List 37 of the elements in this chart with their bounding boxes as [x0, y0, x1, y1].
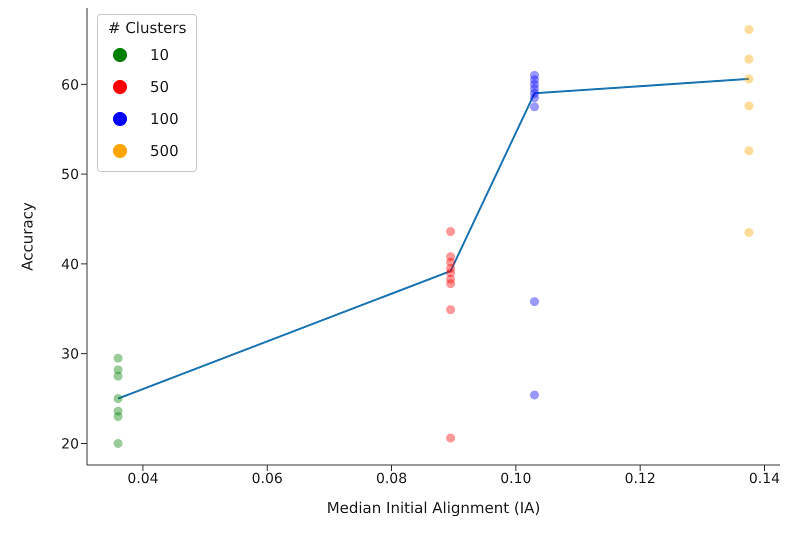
x-tick-label: 0.04: [127, 470, 159, 487]
y-axis-title: Accuracy: [18, 202, 36, 271]
point: [446, 305, 456, 314]
legend-label: 10: [150, 46, 170, 64]
legend-label: 500: [150, 142, 179, 160]
x-axis-title: Median Initial Alignment (IA): [326, 499, 540, 517]
point: [744, 101, 754, 110]
y-tick-label: 40: [61, 256, 79, 273]
x-tick-label: 0.08: [376, 470, 408, 487]
point: [446, 227, 456, 236]
x-tick-label: 0.12: [624, 470, 656, 487]
point: [114, 354, 123, 363]
point: [446, 434, 456, 443]
point: [114, 394, 123, 404]
x-tick-label: 0.14: [748, 470, 780, 487]
point: [744, 74, 754, 84]
point: [530, 390, 540, 400]
point: [530, 297, 540, 306]
y-tick-label: 30: [61, 346, 79, 363]
point: [530, 93, 540, 102]
x-tick-label: 0.10: [500, 470, 532, 487]
point: [744, 54, 754, 64]
point: [446, 279, 456, 288]
y-tick-label: 50: [61, 167, 79, 184]
legend-title: # Clusters: [108, 19, 186, 37]
legend-label: 50: [150, 78, 170, 96]
legend-label: 100: [150, 110, 179, 128]
point: [744, 228, 754, 237]
point: [114, 438, 123, 448]
y-tick-label: 20: [61, 436, 79, 452]
point: [530, 102, 540, 112]
point: [744, 146, 754, 156]
point: [114, 412, 123, 422]
point: [744, 25, 754, 34]
x-tick-label: 0.06: [252, 470, 283, 487]
y-tick-label: 60: [61, 77, 79, 94]
point: [114, 372, 123, 381]
